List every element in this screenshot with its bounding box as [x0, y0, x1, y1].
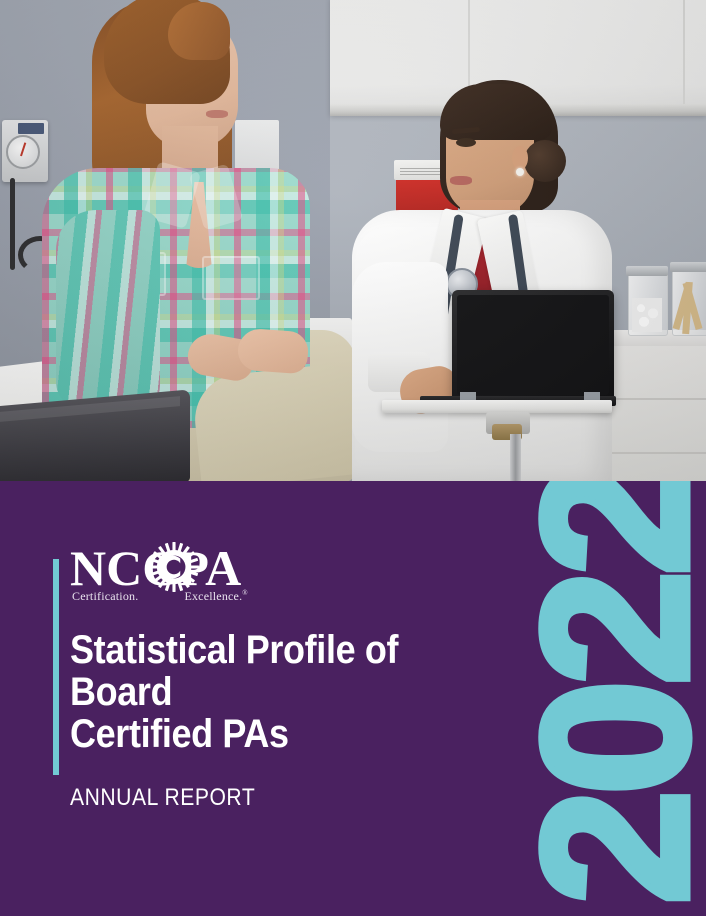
patient-hair	[168, 2, 230, 60]
jar-lid-icon	[626, 266, 668, 276]
gear-sunburst-icon	[149, 542, 199, 592]
patient-leg	[190, 361, 366, 481]
monitor-screen	[18, 123, 44, 134]
teal-accent-bar	[53, 559, 59, 775]
patient-arm	[56, 210, 160, 408]
cabinet-seam	[468, 0, 470, 112]
pa-eye	[456, 138, 476, 147]
page-subtitle: ANNUAL REPORT	[70, 784, 256, 811]
cabinet-seam	[683, 0, 685, 112]
laptop-hinge	[460, 392, 476, 400]
shirt-pocket	[202, 256, 260, 300]
registered-trademark-icon: ®	[242, 589, 248, 597]
pa-lips	[450, 176, 472, 185]
nccpa-logo: NCCPA	[70, 542, 302, 605]
rolling-table-top	[382, 400, 612, 413]
pa-ear	[512, 146, 528, 170]
cover-content: NCCPA	[70, 542, 500, 811]
patient-hand	[236, 327, 310, 375]
nccpa-tagline: Certification. Excellence.®	[72, 589, 248, 604]
year-display: 2022	[497, 481, 706, 909]
cover-photograph	[0, 0, 706, 481]
cotton-balls	[632, 298, 662, 332]
drawer-seam	[556, 398, 706, 400]
coiled-tubing	[18, 236, 62, 274]
pa-earring	[516, 168, 524, 176]
laptop-screen	[457, 295, 609, 395]
tagline-excellence: Excellence.	[184, 589, 243, 603]
monitor-cord	[10, 178, 15, 270]
sharps-label	[400, 166, 452, 175]
pa-hair-bun	[524, 140, 566, 182]
jar-lid-icon	[670, 262, 706, 272]
table-post	[510, 434, 521, 481]
wall-panel	[235, 120, 279, 176]
drawer-seam	[556, 452, 706, 454]
patient-lips	[206, 110, 228, 118]
cover-title-panel: 2022 NCCPA	[0, 481, 706, 916]
laptop-hinge	[584, 392, 600, 400]
tagline-certification: Certification.	[72, 589, 139, 603]
page-title: Statistical Profile of Board Certified P…	[70, 628, 399, 756]
